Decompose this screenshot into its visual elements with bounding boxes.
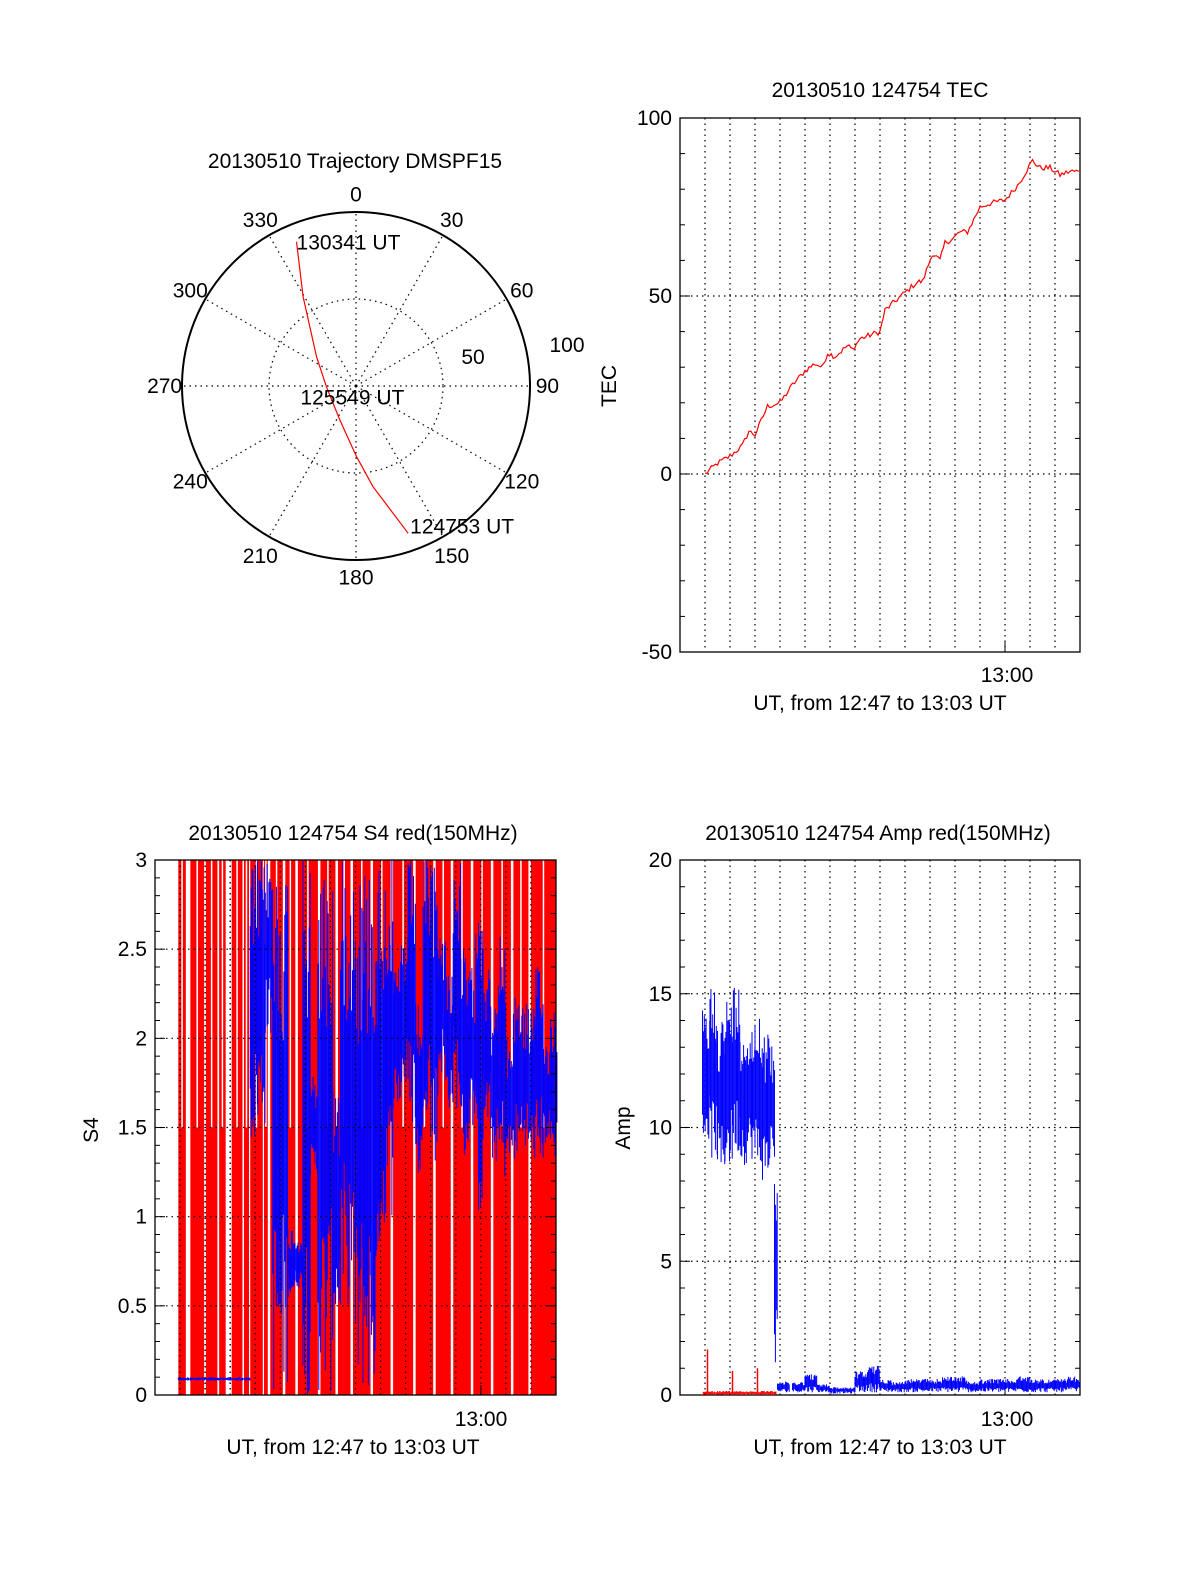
s4-title: 20130510 124754 S4 red(150MHz)	[188, 822, 517, 845]
y-tick-label: 15	[649, 983, 672, 1006]
y-tick-label: 0	[660, 1384, 672, 1407]
y-tick-label: 2	[135, 1027, 147, 1050]
polar-angle-label: 150	[434, 545, 469, 568]
polar-spoke-gridline	[355, 298, 507, 387]
polar-angle-label: 180	[338, 566, 373, 589]
tec-ylabel: TEC	[598, 365, 621, 407]
polar-radial-label: 100	[549, 334, 584, 357]
y-tick-label: 20	[649, 849, 672, 872]
polar-spoke-gridline	[355, 385, 444, 537]
plot-frame	[679, 859, 1081, 1396]
y-tick-label: 50	[649, 285, 672, 308]
polar-angle-label: 60	[510, 279, 533, 302]
polar-angle-label: 30	[440, 209, 463, 232]
y-tick-label: 1.5	[118, 1117, 147, 1140]
y-tick-label: 0	[660, 463, 672, 486]
tec-xlabel: UT, from 12:47 to 13:03 UT	[753, 692, 1006, 715]
amp-title: 20130510 124754 Amp red(150MHz)	[705, 822, 1051, 845]
polar-spoke-gridline	[268, 385, 357, 537]
polar-angle-label: 90	[536, 375, 559, 398]
amp-plot: 20130510 124754 Amp red(150MHz) Amp 13:0…	[612, 822, 1081, 1459]
tec-title: 20130510 124754 TEC	[772, 79, 989, 102]
polar-angle-label: 270	[147, 375, 182, 398]
amp-ylabel: Amp	[612, 1106, 635, 1149]
polar-angle-label: 240	[173, 471, 208, 494]
polar-spoke-gridline	[355, 235, 444, 387]
y-tick-label: 2.5	[118, 938, 147, 961]
y-tick-label: 0	[135, 1384, 147, 1407]
y-tick-label: 0.5	[118, 1295, 147, 1318]
plot-frame	[154, 859, 557, 1396]
tec-xtick-label: 13:00	[981, 664, 1034, 687]
y-tick-label: -50	[642, 641, 672, 664]
y-tick-label: 1	[135, 1206, 147, 1229]
y-tick-label: 10	[649, 1117, 672, 1140]
y-tick-label: 3	[135, 849, 147, 872]
polar-angle-label: 330	[243, 209, 278, 232]
polar-angle-label: 120	[504, 471, 539, 494]
y-tick-label: 5	[660, 1250, 672, 1273]
s4-ylabel: S4	[80, 1117, 103, 1143]
y-tick-label: 100	[637, 107, 672, 130]
amp-xtick-label: 13:00	[981, 1408, 1034, 1431]
plot-frame	[679, 117, 1081, 653]
polar-spoke-gridline	[205, 298, 357, 387]
polar-angle-label: 210	[243, 545, 278, 568]
polar-angle-label: 300	[173, 279, 208, 302]
trajectory-time-label: 130341 UT	[297, 232, 401, 255]
trajectory-time-label: 125549 UT	[300, 387, 404, 410]
polar-spoke-gridline	[355, 385, 507, 474]
tec-plot: 20130510 124754 TEC TEC 13:00 UT, from 1…	[598, 79, 1081, 715]
polar-radial-label: 50	[461, 346, 484, 369]
trajectory-track-line	[295, 241, 409, 534]
polar-spoke-gridline	[268, 235, 357, 387]
polar-angle-label: 0	[350, 184, 362, 207]
trajectory-title: 20130510 Trajectory DMSPF15	[208, 150, 502, 173]
s4-xtick-label: 13:00	[455, 1408, 508, 1431]
polar-outer-circle	[181, 211, 531, 561]
amp-xlabel: UT, from 12:47 to 13:03 UT	[753, 1436, 1006, 1459]
s4-plot: 20130510 124754 S4 red(150MHz) S4 13:00 …	[80, 822, 558, 1459]
polar-spoke-gridline	[205, 385, 357, 474]
s4-xlabel: UT, from 12:47 to 13:03 UT	[226, 1436, 479, 1459]
trajectory-time-label: 124753 UT	[410, 515, 514, 538]
tec-line	[704, 158, 1080, 474]
trajectory-polar-plot: 20130510 Trajectory DMSPF15 0 30 60 90 120 15…	[147, 150, 584, 589]
polar-radius-gridcircle	[268, 298, 444, 474]
